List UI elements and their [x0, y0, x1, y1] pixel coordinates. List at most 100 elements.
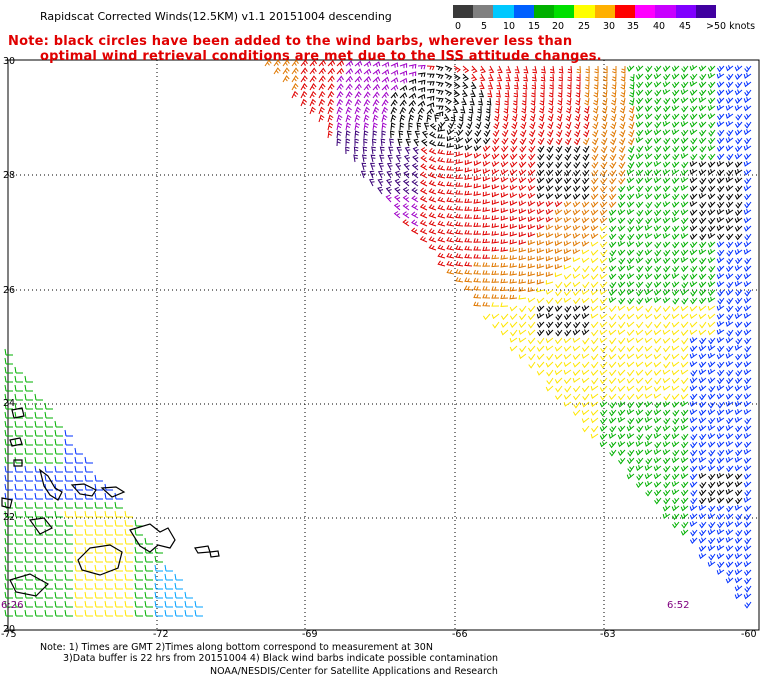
- wind-barb: [618, 273, 626, 281]
- wind-barb: [662, 377, 671, 384]
- wind-barb: [537, 145, 545, 153]
- wind-barb: [419, 179, 428, 187]
- wind-barb: [635, 345, 644, 353]
- wind-barb: [318, 75, 326, 83]
- wind-barb: [725, 337, 734, 344]
- wind-barb: [536, 297, 545, 304]
- wind-barb: [362, 146, 368, 155]
- wind-barb: [662, 449, 671, 456]
- wind-barb: [377, 170, 384, 179]
- wind-barb: [461, 97, 467, 106]
- footer-credit: NOAA/NESDIS/Center for Satellite Applica…: [210, 666, 498, 677]
- wind-barb: [54, 591, 63, 599]
- wind-barb: [385, 194, 392, 203]
- wind-barb: [501, 145, 509, 153]
- wind-barb: [64, 501, 73, 509]
- wind-barb: [455, 221, 464, 227]
- wind-barb: [363, 76, 372, 83]
- wind-barb: [662, 241, 671, 248]
- wind-barb: [680, 137, 689, 144]
- wind-barb: [662, 129, 671, 136]
- wind-barb: [716, 505, 725, 512]
- wind-barb: [491, 278, 500, 283]
- wind-barb: [707, 105, 716, 112]
- wind-barb: [446, 221, 455, 227]
- wind-barb: [509, 161, 518, 168]
- wind-barb: [698, 504, 707, 511]
- wind-barb: [4, 537, 13, 545]
- wind-barb: [698, 417, 707, 424]
- wind-barb: [593, 73, 599, 82]
- wind-barb: [403, 170, 410, 179]
- wind-barb: [563, 256, 572, 262]
- wind-barb: [282, 75, 290, 83]
- wind-barb: [599, 337, 608, 344]
- wind-barb: [548, 105, 554, 114]
- wind-barb: [14, 465, 23, 473]
- wind-barb: [500, 286, 509, 292]
- wind-barb: [500, 161, 509, 168]
- wind-barb: [318, 83, 326, 91]
- wind-barb: [725, 112, 734, 119]
- wind-barb: [318, 106, 325, 115]
- wind-barb: [689, 129, 698, 136]
- wind-barb: [377, 178, 384, 187]
- wind-barb: [626, 473, 635, 480]
- wind-barb: [626, 201, 635, 208]
- wind-barb: [590, 393, 599, 400]
- wind-barb: [482, 301, 491, 307]
- wind-barb: [572, 201, 581, 208]
- wind-barb: [680, 97, 689, 104]
- wind-barb: [363, 60, 372, 67]
- wind-barb: [689, 513, 698, 520]
- wind-barb: [64, 528, 73, 536]
- wind-barb: [581, 329, 590, 336]
- wind-barb: [635, 305, 644, 312]
- wind-barb: [734, 416, 743, 423]
- wind-barb: [546, 145, 554, 153]
- wind-barb: [618, 457, 626, 465]
- wind-barb: [581, 361, 590, 369]
- wind-barb: [599, 209, 608, 216]
- wind-barb: [590, 193, 599, 201]
- wind-barb: [716, 393, 725, 400]
- wind-barb: [627, 225, 635, 233]
- wind-barb: [74, 447, 83, 455]
- wind-barb: [509, 271, 518, 276]
- wind-barb: [743, 281, 752, 288]
- wind-barb: [469, 97, 475, 106]
- wind-barb: [581, 209, 590, 216]
- wind-barb: [536, 240, 545, 246]
- wind-barb: [4, 528, 13, 536]
- wind-barb: [653, 473, 662, 480]
- wind-barb: [104, 555, 113, 563]
- wind-barb: [680, 121, 689, 128]
- wind-barb: [371, 146, 376, 155]
- wind-barb: [591, 337, 599, 345]
- wind-barb: [527, 177, 536, 184]
- wind-barb: [698, 121, 707, 128]
- wind-barb: [726, 193, 734, 201]
- wind-barb: [477, 105, 482, 114]
- wind-barb: [591, 137, 599, 146]
- latitude-tick-label: 30: [3, 56, 16, 67]
- wind-barb: [513, 89, 519, 98]
- wind-barb: [645, 305, 653, 313]
- wind-barb: [372, 76, 381, 83]
- wind-barb: [84, 519, 93, 527]
- wind-barb: [708, 521, 716, 529]
- wind-barb: [563, 273, 572, 280]
- wind-barb: [689, 321, 698, 328]
- wind-barb: [435, 111, 444, 117]
- wind-barb: [372, 68, 381, 75]
- wind-barb: [671, 329, 680, 336]
- wind-barb: [743, 321, 752, 328]
- wind-barb: [680, 225, 689, 232]
- wind-barb: [635, 192, 644, 199]
- wind-barb: [716, 384, 725, 391]
- wind-barb: [114, 537, 123, 545]
- wind-barb: [420, 147, 428, 155]
- wind-barb: [437, 228, 446, 235]
- wind-barb: [572, 337, 581, 343]
- wind-barb: [635, 161, 644, 169]
